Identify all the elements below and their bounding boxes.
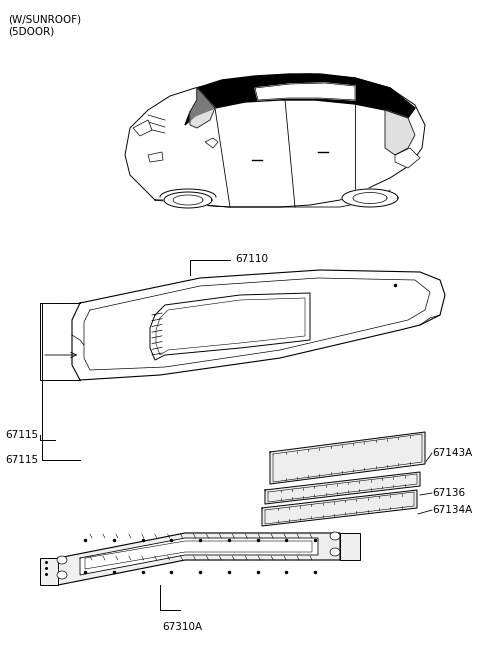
Polygon shape bbox=[57, 571, 67, 579]
Polygon shape bbox=[270, 432, 425, 484]
Polygon shape bbox=[185, 74, 415, 125]
Polygon shape bbox=[148, 152, 163, 162]
Polygon shape bbox=[340, 533, 360, 560]
Polygon shape bbox=[40, 558, 58, 585]
Polygon shape bbox=[133, 120, 152, 136]
Polygon shape bbox=[57, 556, 67, 564]
Polygon shape bbox=[342, 189, 398, 207]
Polygon shape bbox=[205, 138, 218, 148]
Polygon shape bbox=[58, 533, 340, 585]
Polygon shape bbox=[395, 148, 420, 168]
Polygon shape bbox=[385, 110, 415, 155]
Text: 67110: 67110 bbox=[235, 254, 268, 264]
Text: 67310A: 67310A bbox=[162, 622, 202, 632]
Polygon shape bbox=[164, 192, 212, 208]
Text: 67143A: 67143A bbox=[432, 448, 472, 458]
Text: (5DOOR): (5DOOR) bbox=[8, 26, 54, 36]
Text: 67115: 67115 bbox=[5, 455, 38, 465]
Polygon shape bbox=[190, 88, 215, 128]
Polygon shape bbox=[265, 472, 420, 504]
Polygon shape bbox=[255, 83, 355, 100]
Text: 67134A: 67134A bbox=[432, 505, 472, 515]
Text: 67115: 67115 bbox=[5, 430, 38, 440]
Text: 67136: 67136 bbox=[432, 488, 465, 498]
Polygon shape bbox=[262, 490, 417, 526]
Polygon shape bbox=[330, 548, 340, 556]
Polygon shape bbox=[330, 532, 340, 540]
Polygon shape bbox=[72, 270, 445, 380]
Polygon shape bbox=[80, 538, 318, 575]
Text: (W/SUNROOF): (W/SUNROOF) bbox=[8, 14, 81, 24]
Polygon shape bbox=[150, 293, 310, 360]
